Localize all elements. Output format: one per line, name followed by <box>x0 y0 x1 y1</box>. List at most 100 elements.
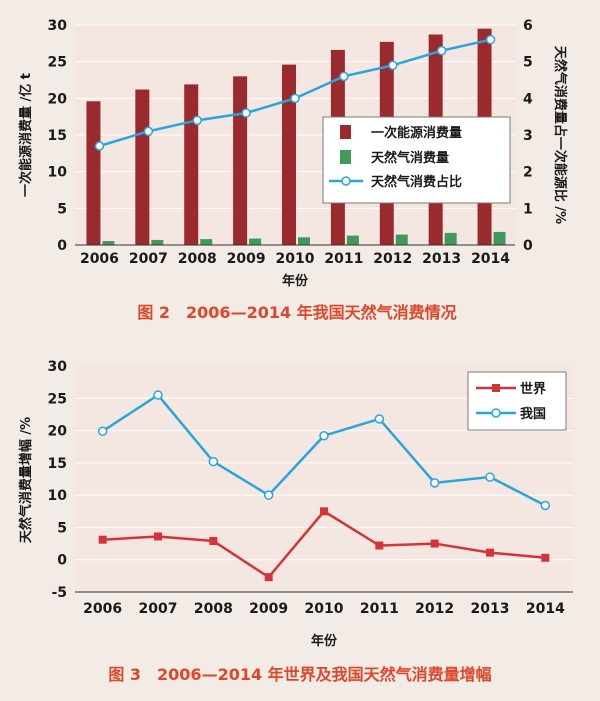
point-world-2008 <box>209 536 218 545</box>
y-tick-label: 10 <box>48 165 68 181</box>
figure3-chart: -5 0 5 10 15 20 25 30 2006 2007 2008 2009 2010 2011 20… <box>18 359 573 684</box>
legend-marker-world <box>492 384 500 392</box>
y2-tick-label: 6 <box>523 18 533 34</box>
y-tick-label: 20 <box>48 424 68 440</box>
x-tick-label: 2008 <box>194 601 233 617</box>
y-tick-label: 15 <box>48 128 67 144</box>
x-tick-label: 2009 <box>249 601 288 617</box>
bar-natural-gas-2012 <box>395 234 408 245</box>
point-china-2009 <box>263 490 274 500</box>
x-tick-label: 2013 <box>422 251 461 267</box>
figure3-caption: 图 3 2006—2014 年世界及我国天然气消费量增幅 <box>108 665 491 684</box>
x-tick-label: 2006 <box>83 601 122 617</box>
point-china-2012 <box>429 478 440 488</box>
point-gas-share-2013 <box>436 45 447 56</box>
bar-primary-energy-2010 <box>282 64 296 245</box>
bar-primary-energy-2006 <box>86 101 101 246</box>
y-tick-label: 15 <box>48 456 67 472</box>
legend-box <box>322 116 511 204</box>
legend-label-world: 世界 <box>520 381 546 397</box>
bar-natural-gas-2010 <box>298 237 310 245</box>
x-tick-label: 2010 <box>305 601 344 617</box>
point-china-2007 <box>153 390 163 400</box>
point-world-2009 <box>264 573 273 582</box>
x-axis-title: 年份 <box>282 273 309 289</box>
bar-primary-energy-2009 <box>233 76 248 245</box>
point-china-2011 <box>374 414 385 424</box>
y2-axis-title: 天然气消费量占一次能源比 /% <box>552 46 568 224</box>
point-china-2014 <box>540 500 551 511</box>
x-tick-label: 2012 <box>415 601 454 617</box>
x-tick-label: 2009 <box>227 251 266 267</box>
legend-label-natural-gas: 天然气消费量 <box>371 150 449 166</box>
y-tick-label: -5 <box>51 585 67 601</box>
bar-natural-gas-2011 <box>346 235 359 245</box>
point-gas-share-2008 <box>192 115 202 126</box>
y-axis-title: 天然气消费量增幅 /% <box>18 417 34 543</box>
x-tick-label: 2014 <box>526 601 565 617</box>
y2-tick-label: 5 <box>523 55 533 71</box>
bar-natural-gas-2007 <box>151 239 164 245</box>
legend-label-share: 天然气消费占比 <box>371 174 462 190</box>
point-gas-share-2009 <box>241 108 251 118</box>
legend-box <box>467 371 567 431</box>
point-world-2012 <box>430 539 439 548</box>
y2-tick-label: 1 <box>523 201 533 217</box>
bar-natural-gas-2014 <box>493 231 506 245</box>
point-gas-share-2006 <box>94 141 105 151</box>
x-tick-label: 2011 <box>324 251 363 267</box>
point-china-2013 <box>485 472 495 482</box>
y-tick-label: 5 <box>57 201 67 217</box>
x-tick-label: 2010 <box>276 251 315 267</box>
point-china-2006 <box>97 426 108 436</box>
legend-marker-china <box>491 408 501 418</box>
legend-marker-share <box>341 176 351 186</box>
y2-tick-label: 2 <box>523 165 533 181</box>
y-tick-label: 0 <box>57 553 67 569</box>
x-tick-label: 2008 <box>178 251 217 267</box>
point-gas-share-2007 <box>143 126 154 137</box>
bar-primary-energy-2007 <box>135 89 150 246</box>
bar-natural-gas-2006 <box>102 241 115 245</box>
figure2-caption: 图 2 2006—2014 年我国天然气消费情况 <box>137 303 456 322</box>
figure2-chart: 0 5 10 15 20 25 30 0 1 2 3 4 5 6 2006 2007 2008 2009 2010 2… <box>18 18 568 322</box>
bar-natural-gas-2009 <box>249 238 262 245</box>
point-gas-share-2011 <box>339 71 349 82</box>
x-tick-label: 2012 <box>373 251 412 267</box>
bar-natural-gas-2013 <box>444 232 457 245</box>
point-world-2007 <box>154 532 162 541</box>
point-gas-share-2010 <box>290 93 300 104</box>
y-tick-label: 10 <box>48 488 68 504</box>
y-axis-title: 一次能源消费量 /亿 t <box>18 73 34 197</box>
bar-primary-energy-2008 <box>184 84 199 246</box>
legend: 世界 我国 <box>467 371 567 431</box>
y-tick-label: 25 <box>48 55 67 71</box>
point-world-2014 <box>541 553 550 562</box>
y-tick-label: 5 <box>57 520 67 536</box>
y2-tick-label: 0 <box>523 238 533 254</box>
legend-swatch-primary-energy <box>340 125 351 139</box>
legend-swatch-natural-gas <box>340 150 351 164</box>
y-tick-label: 0 <box>57 238 67 254</box>
legend-label-china: 我国 <box>520 406 546 422</box>
bar-natural-gas-2008 <box>200 239 213 245</box>
point-world-2006 <box>98 535 107 544</box>
point-world-2010 <box>320 507 328 516</box>
x-tick-label: 2007 <box>129 251 168 267</box>
point-china-2010 <box>319 430 329 441</box>
y-tick-label: 25 <box>48 391 67 407</box>
x-tick-label: 2006 <box>80 251 119 267</box>
point-gas-share-2012 <box>388 60 398 71</box>
y-tick-label: 30 <box>48 18 68 34</box>
legend: 一次能源消费量 天然气消费量 天然气消费占比 <box>322 116 511 204</box>
y-tick-label: 30 <box>48 359 68 375</box>
point-gas-share-2014 <box>485 34 496 45</box>
legend-label-primary-energy: 一次能源消费量 <box>371 125 462 141</box>
point-china-2008 <box>208 456 219 467</box>
x-tick-label: 2007 <box>139 601 178 617</box>
x-tick-label: 2014 <box>471 251 510 267</box>
y2-tick-label: 3 <box>523 128 533 144</box>
x-tick-label: 2011 <box>360 601 399 617</box>
x-axis-title: 年份 <box>311 633 338 649</box>
